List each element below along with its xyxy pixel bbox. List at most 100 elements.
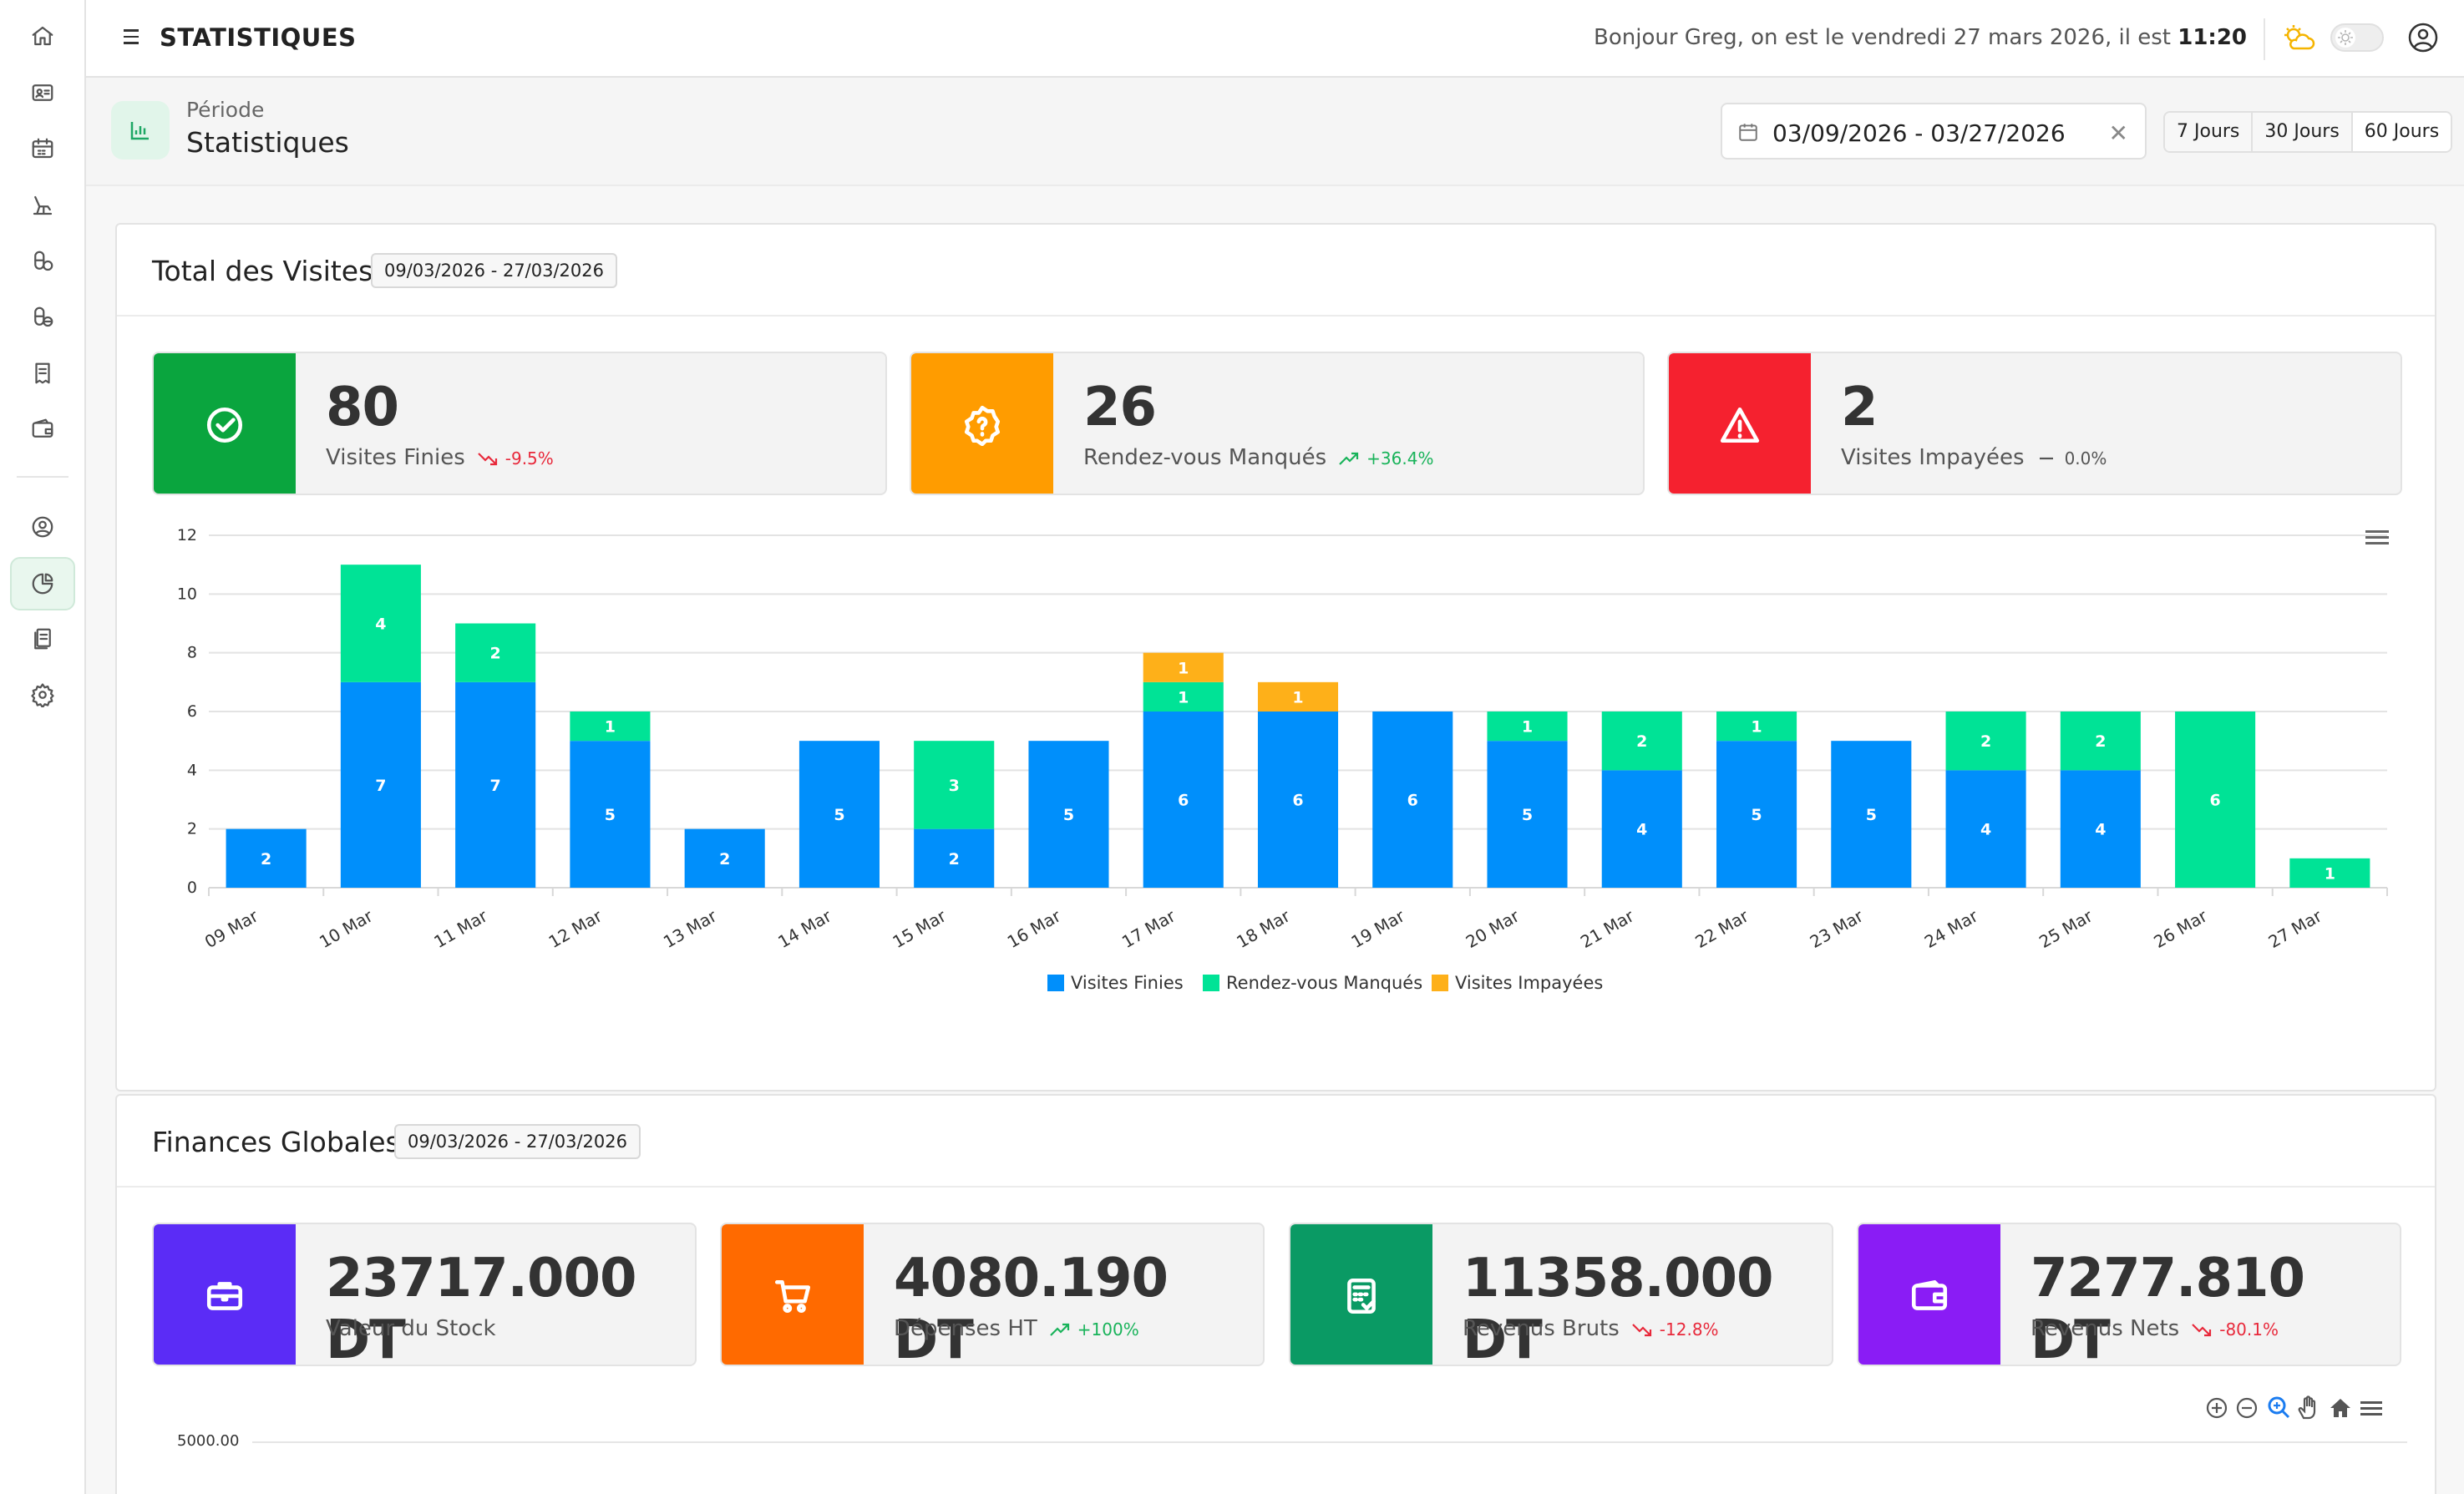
trend-down: -80.1% [2191, 1319, 2279, 1340]
home-icon[interactable] [22, 15, 63, 57]
x-tick-label: 20 Mar [1463, 905, 1524, 952]
bar-data-label: 6 [1178, 792, 1189, 810]
wallet-icon[interactable] [22, 408, 63, 450]
bar-data-label: 1 [1751, 718, 1762, 737]
bar-data-label: 5 [605, 806, 616, 824]
bar-rendez-vous-manqu-s [1143, 681, 1224, 712]
x-tick-label: 23 Mar [1807, 905, 1868, 952]
bar-rendez-vous-manqu-s [2060, 712, 2141, 771]
bar-data-label: 1 [1178, 659, 1189, 677]
sidebar [0, 0, 86, 1494]
zoom-in-icon[interactable] [2206, 1397, 2228, 1419]
stat-label-text: Visites Impayées [1841, 445, 2025, 470]
account-icon[interactable] [2407, 22, 2439, 53]
period-60-days[interactable]: 60 Jours [2352, 113, 2451, 151]
bar-rendez-vous-manqu-s [340, 565, 421, 682]
settings-gear-icon[interactable] [22, 674, 63, 716]
y-tick-label: 10 [177, 585, 197, 603]
zoom-select-icon[interactable] [2268, 1396, 2290, 1419]
stat-label-text: Rendez-vous Manqués [1083, 445, 1327, 470]
legend-marker [1432, 975, 1448, 991]
bar-rendez-vous-manqu-s [1716, 712, 1797, 742]
date-range-picker[interactable]: 03/09/2026 - 03/27/2026 ✕ [1721, 103, 2147, 160]
stat-visites-impayees: 2 Visites Impayées 0.0% [1667, 352, 2402, 495]
stat-label: Valeur du Stock [326, 1316, 496, 1341]
trend-down: -12.8% [1631, 1319, 1719, 1340]
visits-title: Total des Visites [152, 255, 373, 287]
bar-visites-finies [1831, 741, 1912, 888]
medication-icon[interactable] [22, 241, 63, 282]
stat-revenus-nets: 7277.810 DT Revenus Nets -80.1% [1857, 1223, 2401, 1366]
header-divider [2264, 18, 2265, 60]
bar-rendez-vous-manqu-s [2175, 712, 2256, 888]
bar-data-label: 1 [605, 718, 616, 737]
legend-label: Rendez-vous Manqués [1226, 973, 1422, 993]
bar-data-label: 6 [2209, 792, 2220, 810]
stat-value: 4080.190 DT [894, 1248, 1169, 1366]
bar-visites-finies [226, 828, 307, 888]
visits-range-badge: 09/03/2026 - 27/03/2026 [371, 253, 618, 288]
stat-label-text: Revenus Nets [2031, 1316, 2180, 1341]
bar-rendez-vous-manqu-s [1487, 712, 1568, 742]
pan-hand-icon[interactable] [2298, 1395, 2316, 1420]
shopping-cart-icon [722, 1224, 864, 1365]
statistics-pie-icon[interactable] [10, 557, 75, 610]
stat-value: 7277.810 DT [2031, 1248, 2305, 1366]
x-tick-label: 26 Mar [2150, 905, 2211, 952]
y-tick-label: 12 [177, 526, 197, 544]
x-tick-label: 19 Mar [1348, 905, 1409, 952]
bar-data-label: 7 [375, 777, 386, 795]
reset-home-icon[interactable] [2330, 1399, 2350, 1417]
period-7-days[interactable]: 7 Jours [2165, 113, 2254, 151]
stat-label: Visites Impayées 0.0% [1841, 445, 2107, 470]
trend-up: +36.4% [1338, 448, 1433, 468]
breadcrumb: Période [186, 98, 265, 122]
stat-label-text: Dépenses HT [894, 1316, 1037, 1341]
bar-visites-finies [1257, 712, 1339, 888]
clear-date-icon[interactable]: ✕ [2108, 119, 2128, 147]
bar-visites-finies [1716, 741, 1797, 888]
stat-rendez-vous-manques: 26 Rendez-vous Manqués +36.4% [910, 352, 1645, 495]
zoom-out-icon[interactable] [2236, 1397, 2258, 1419]
hamburger-menu-icon[interactable] [118, 25, 144, 52]
x-tick-label: 25 Mar [2036, 905, 2096, 952]
sidebar-divider [17, 476, 68, 478]
patients-card-icon[interactable] [22, 72, 63, 114]
stat-label: Dépenses HT +100% [894, 1316, 1139, 1341]
x-tick-label: 15 Mar [889, 905, 950, 952]
theme-toggle[interactable] [2330, 23, 2384, 52]
bar-data-label: 2 [261, 850, 271, 869]
calendar-icon[interactable] [22, 128, 63, 170]
calendar-icon [1739, 124, 1757, 141]
x-tick-label: 10 Mar [316, 905, 377, 952]
bar-data-label: 1 [1178, 688, 1189, 706]
page-header: Période Statistiques 03/09/2026 - 03/27/… [86, 78, 2464, 186]
y-tick-label: 6 [187, 702, 197, 721]
stat-label: Visites Finies -9.5% [326, 445, 554, 470]
documents-icon[interactable] [22, 618, 63, 660]
bar-visites-finies [455, 681, 536, 888]
bar-data-label: 2 [949, 850, 960, 869]
finances-range-badge: 09/03/2026 - 27/03/2026 [394, 1124, 641, 1159]
x-tick-label: 13 Mar [660, 905, 721, 952]
bar-visites-impay-es [1257, 681, 1339, 712]
bar-rendez-vous-manqu-s [2289, 858, 2370, 888]
period-30-days[interactable]: 30 Jours [2253, 113, 2353, 151]
chart-menu-icon[interactable] [2365, 527, 2389, 547]
bar-data-label: 5 [1063, 806, 1074, 824]
chart-menu-icon[interactable] [2360, 1401, 2382, 1416]
calculator-icon [1290, 1224, 1432, 1365]
stat-revenus-bruts: 11358.000 DT Revenus Bruts -12.8% [1289, 1223, 1833, 1366]
pills-icon[interactable] [22, 296, 63, 338]
bar-rendez-vous-manqu-s [914, 741, 995, 829]
x-tick-label: 09 Mar [201, 905, 262, 952]
bar-visites-finies [684, 828, 765, 888]
legend-marker [1203, 975, 1219, 991]
y-tick-label: 4 [187, 761, 197, 779]
bar-visites-finies [914, 828, 995, 888]
trend-up: +100% [1049, 1319, 1139, 1340]
bar-data-label: 2 [719, 850, 730, 869]
invoice-icon[interactable] [22, 352, 63, 394]
dental-chair-icon[interactable] [22, 185, 63, 226]
user-circle-icon[interactable] [22, 506, 63, 548]
